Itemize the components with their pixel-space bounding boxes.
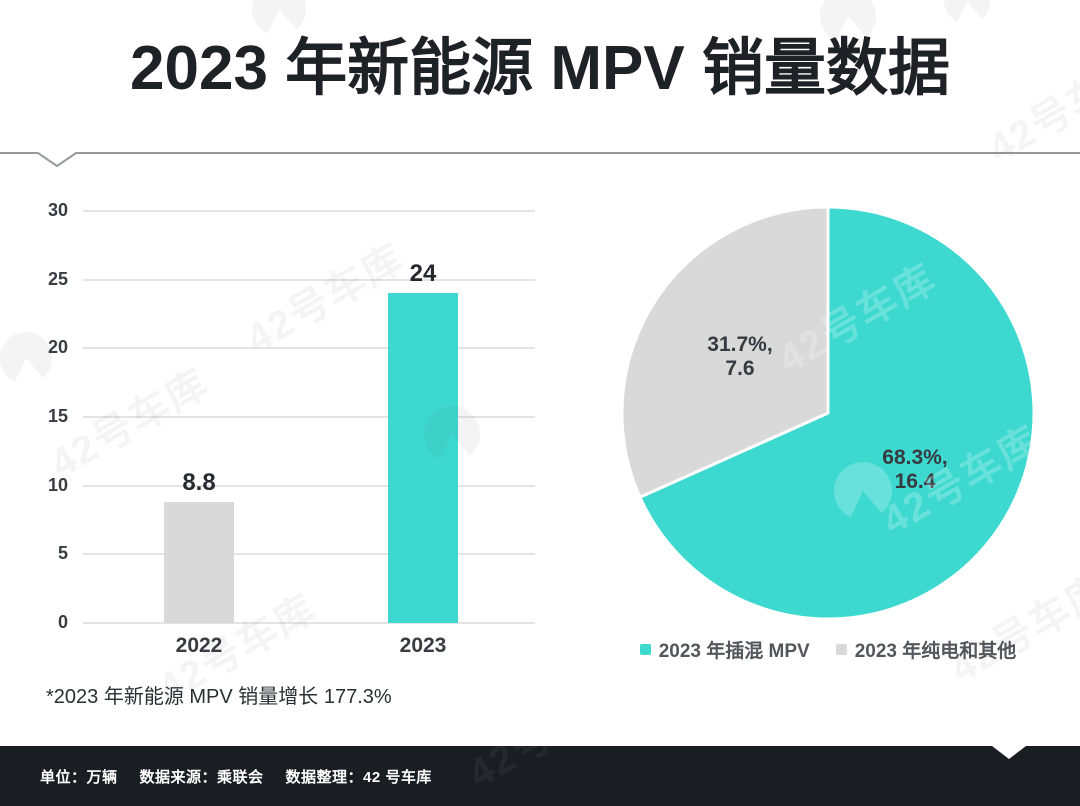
y-axis-tick-label: 0 <box>57 612 68 632</box>
y-axis-tick-label: 20 <box>47 337 68 358</box>
pie-graphic <box>620 205 1036 621</box>
x-axis-tick-label: 2022 <box>175 634 223 657</box>
pie-label-bev-other: 31.7%, 7.6 <box>670 333 810 380</box>
gridline <box>83 553 535 556</box>
bar-2023 <box>388 293 458 623</box>
footer-notch-icon <box>992 746 1026 759</box>
y-axis-tick-label: 15 <box>47 406 68 426</box>
bar-value-label: 8.8 <box>182 469 216 497</box>
gridline <box>83 622 535 624</box>
gridline <box>83 416 535 418</box>
footer-source: 数据来源：乘联会 <box>139 768 264 786</box>
pie-label-percent: 68.3%, <box>882 446 948 469</box>
legend-label-phev: 2023 年插混 MPV <box>658 641 810 662</box>
header-divider <box>0 152 1080 168</box>
footer-credit: 数据整理：42 号车库 <box>285 768 432 786</box>
pie-legend: 2023 年插混 MPV 2023 年纯电和其他 <box>608 636 1048 663</box>
y-axis-tick-label: 5 <box>57 543 68 564</box>
footer-unit: 单位：万辆 <box>40 768 118 786</box>
footer-bar: 单位：万辆 数据来源：乘联会 数据整理：42 号车库 <box>0 746 1080 806</box>
pie-label-percent: 31.7%, <box>707 333 773 356</box>
footnote: *2023 年新能源 MPV 销量增长 177.3% <box>46 686 392 708</box>
y-axis-tick-label: 25 <box>47 268 68 289</box>
legend-swatch-gray-icon <box>835 644 847 655</box>
gridline <box>83 347 535 350</box>
pie-slice-phev <box>638 205 1036 621</box>
bar-2022 <box>164 502 234 623</box>
pie-slice-bev-other <box>620 205 830 499</box>
legend-item-bev-other: 2023 年纯电和其他 <box>835 636 1017 663</box>
pie-label-phev: 68.3%, 16.4 <box>845 446 985 493</box>
pie-label-value: 7.6 <box>725 356 755 380</box>
x-axis-tick-label: 2023 <box>399 634 447 657</box>
legend-label-bev-other: 2023 年纯电和其他 <box>854 641 1017 662</box>
legend-item-phev: 2023 年插混 MPV <box>639 636 810 663</box>
page-title: 2023 年新能源 MPV 销量数据 <box>130 34 950 103</box>
gridline <box>83 484 535 487</box>
legend-swatch-teal-icon <box>639 644 651 655</box>
gridline <box>83 278 535 281</box>
y-axis-tick-label: 30 <box>47 200 68 220</box>
bar-value-label: 24 <box>409 260 437 288</box>
y-axis-tick-label: 10 <box>47 474 68 495</box>
gridline <box>83 210 535 212</box>
pie-label-value: 16.4 <box>894 469 936 493</box>
